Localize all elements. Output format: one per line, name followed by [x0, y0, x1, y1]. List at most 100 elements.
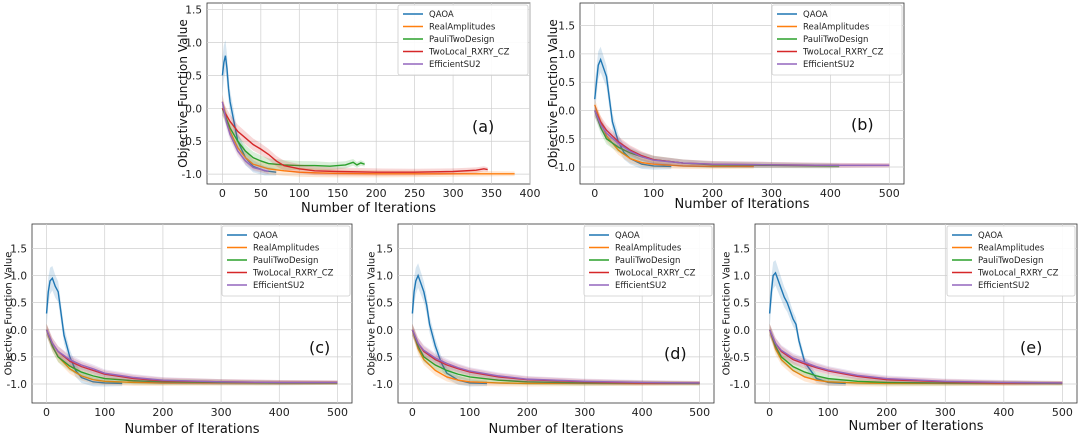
- x-tick-label: 400: [269, 406, 290, 419]
- y-tick-label: 0.5: [733, 298, 750, 310]
- y-tick-label: 1.5: [376, 243, 393, 255]
- x-tick-label: 0: [409, 406, 416, 419]
- legend-label-twolocal-rxry-cz: TwoLocal_RXRY_CZ: [252, 269, 334, 279]
- y-tick-label: 1.5: [10, 243, 27, 255]
- y-tick-label: -0.5: [555, 134, 576, 146]
- series-line-efficientsu2: [45, 329, 338, 384]
- panel-label: (e): [1020, 338, 1042, 357]
- series-band-qaoa: [222, 39, 277, 176]
- series-band-efficientsu2: [222, 94, 269, 175]
- series-line-paulitwodesign: [411, 329, 700, 385]
- x-tick-label: 200: [517, 406, 538, 419]
- chart-panel-b: 0 100 200 300 400 500 -1.0 -0.5 0.0 0.5 1.0 1.5 QAOA…: [546, 2, 905, 212]
- y-tick-label: 0.0: [185, 103, 202, 115]
- series-line-qaoa: [45, 276, 123, 385]
- y-tick-label: -1.0: [7, 379, 28, 391]
- y-tick-label: 0.5: [185, 70, 202, 82]
- legend-box: [397, 4, 529, 76]
- legend-label-realamplitudes: RealAmplitudes: [978, 244, 1045, 254]
- legend-box: [946, 225, 1076, 297]
- x-tick-label: 300: [574, 406, 595, 419]
- legend-label-qaoa: QAOA: [253, 231, 278, 241]
- y-tick-label: 1.0: [185, 37, 202, 49]
- panel-label: (d): [664, 344, 687, 363]
- y-tick-label: -0.5: [373, 352, 394, 364]
- legend-label-efficientsu2: EfficientSU2: [253, 281, 305, 291]
- y-tick-label: 1.0: [558, 49, 575, 61]
- series-line-paulitwodesign: [221, 108, 365, 167]
- y-tick-label: 0.5: [10, 298, 27, 310]
- x-axis-label: Number of Iterations: [301, 201, 436, 216]
- x-tick-label: 300: [443, 187, 464, 200]
- x-tick-label: 100: [459, 406, 480, 419]
- series-band-efficientsu2: [769, 323, 1063, 385]
- legend-label-realamplitudes: RealAmplitudes: [615, 244, 682, 254]
- x-tick-label: 400: [520, 187, 541, 200]
- series-band-qaoa: [769, 260, 846, 386]
- legend-label-qaoa: QAOA: [978, 231, 1003, 241]
- panel-label: (b): [851, 115, 874, 134]
- x-tick-label: 200: [152, 406, 173, 419]
- y-tick-label: 1.0: [733, 271, 750, 283]
- x-tick-label: 250: [404, 187, 425, 200]
- x-tick-label: 0: [43, 406, 50, 419]
- legend-label-efficientsu2: EfficientSU2: [978, 281, 1030, 291]
- legend-label-paulitwodesign: PauliTwoDesign: [978, 256, 1043, 266]
- x-tick-label: 150: [327, 187, 348, 200]
- chart-panel-c: 0 100 200 300 400 500 -1.0 -0.5 0.0 0.5 1.0 1.5 QAOA…: [3, 223, 353, 433]
- x-tick-label: 200: [876, 406, 897, 419]
- panel-label: (a): [472, 117, 494, 136]
- series-line-efficientsu2: [411, 329, 700, 384]
- x-tick-label: 0: [219, 187, 226, 200]
- y-tick-label: -1.0: [730, 379, 751, 391]
- x-tick-label: 400: [632, 406, 653, 419]
- x-tick-label: 500: [1052, 406, 1073, 419]
- series-line-efficientsu2: [768, 329, 1063, 384]
- legend-label-realamplitudes: RealAmplitudes: [429, 23, 496, 33]
- legend-label-realamplitudes: RealAmplitudes: [803, 23, 870, 33]
- legend-label-twolocal-rxry-cz: TwoLocal_RXRY_CZ: [428, 48, 510, 58]
- series-line-efficientsu2: [594, 110, 890, 167]
- series-line-efficientsu2: [221, 101, 269, 173]
- y-tick-label: 0.0: [558, 105, 575, 117]
- y-tick-label: 1.5: [185, 5, 202, 17]
- x-axis-label: Number of Iterations: [675, 197, 810, 212]
- y-tick-label: 0.5: [558, 77, 575, 89]
- x-tick-label: 300: [211, 406, 232, 419]
- series-line-realamplitudes: [221, 101, 515, 175]
- series-line-twolocal-rxry-cz: [221, 107, 488, 173]
- legend-label-efficientsu2: EfficientSU2: [803, 60, 855, 70]
- x-tick-label: 400: [820, 187, 841, 200]
- y-tick-label: 0.0: [376, 325, 393, 337]
- x-tick-label: 0: [591, 187, 598, 200]
- x-tick-label: 50: [254, 187, 268, 200]
- series-band-twolocal-rxry-cz: [222, 101, 488, 176]
- legend-label-realamplitudes: RealAmplitudes: [253, 244, 320, 254]
- legend-label-qaoa: QAOA: [429, 10, 454, 20]
- x-tick-label: 100: [289, 187, 310, 200]
- legend-label-twolocal-rxry-cz: TwoLocal_RXRY_CZ: [614, 269, 696, 279]
- legend-label-twolocal-rxry-cz: TwoLocal_RXRY_CZ: [802, 48, 884, 58]
- y-tick-label: 1.0: [10, 271, 27, 283]
- y-tick-label: 1.0: [376, 271, 393, 283]
- y-tick-label: -0.5: [730, 352, 751, 364]
- series-band-qaoa: [412, 263, 488, 387]
- y-tick-label: -0.5: [7, 352, 28, 364]
- y-axis-label: Objective Function Value: [721, 252, 732, 376]
- x-tick-label: 500: [689, 406, 710, 419]
- x-tick-label: 300: [761, 187, 782, 200]
- y-tick-label: 1.5: [558, 21, 575, 33]
- series-line-paulitwodesign: [768, 329, 1063, 385]
- legend-box: [771, 4, 903, 76]
- x-tick-label: 100: [94, 406, 115, 419]
- y-axis-label: Objective Function Value: [546, 19, 560, 168]
- x-axis-label: Number of Iterations: [489, 422, 624, 433]
- legend-label-paulitwodesign: PauliTwoDesign: [803, 35, 868, 45]
- legend-label-paulitwodesign: PauliTwoDesign: [615, 256, 680, 266]
- x-tick-label: 200: [366, 187, 387, 200]
- legend-label-efficientsu2: EfficientSU2: [615, 281, 667, 291]
- series-band-qaoa: [46, 265, 123, 387]
- legend-label-paulitwodesign: PauliTwoDesign: [253, 256, 318, 266]
- y-tick-label: 1.5: [733, 243, 750, 255]
